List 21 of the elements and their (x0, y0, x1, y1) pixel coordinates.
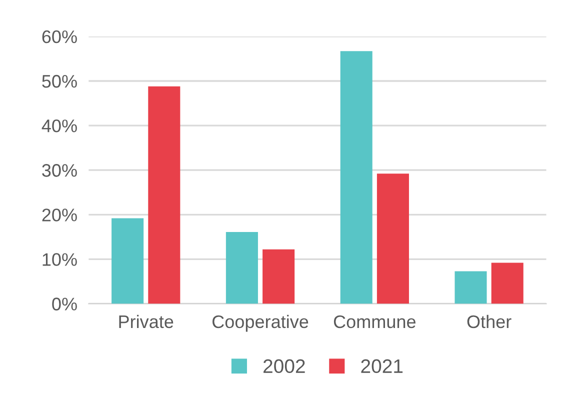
x-tick-label: Commune (334, 315, 416, 328)
y-tick-label: 40% (42, 119, 77, 132)
bar (491, 262, 524, 304)
bar (112, 218, 144, 304)
x-tick-label: Cooperative (212, 314, 308, 332)
bar (262, 249, 295, 304)
x-tick-label: Other (467, 314, 512, 328)
legend-label: 2002 (264, 359, 305, 374)
y-tick-label: 60% (42, 30, 77, 44)
bar (148, 86, 180, 304)
legend-label: 2021 (361, 359, 403, 374)
bar (454, 271, 487, 304)
y-tick-label: 10% (42, 253, 77, 266)
bar (340, 51, 372, 304)
bar (376, 174, 409, 304)
bar (226, 232, 258, 304)
y-tick-label: 20% (42, 208, 77, 222)
x-tick-label: Private (119, 314, 174, 328)
y-tick-label: 30% (42, 164, 77, 177)
y-tick-label: 50% (42, 74, 77, 88)
y-tick-label: 0% (52, 298, 77, 310)
